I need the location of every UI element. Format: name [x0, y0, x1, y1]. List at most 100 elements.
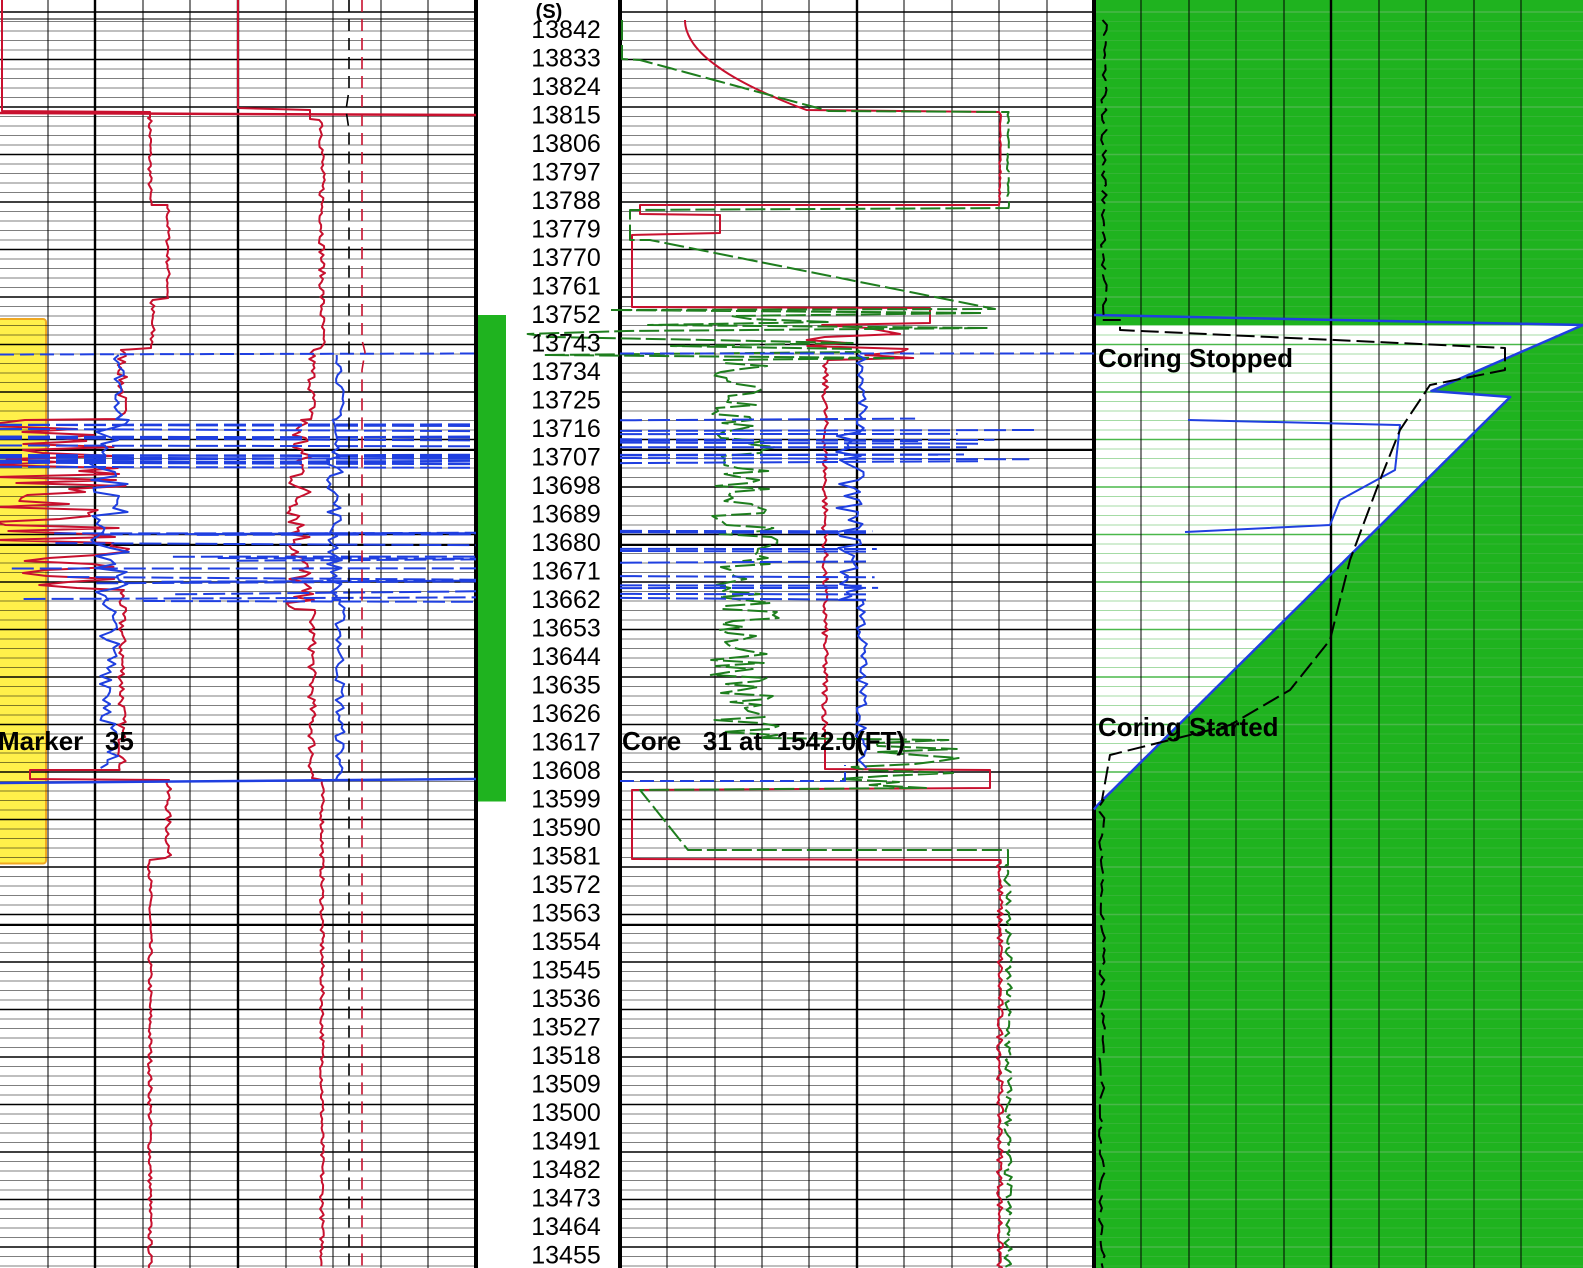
track2-blue-dash	[619, 550, 873, 553]
depth-tick-label: 13473	[531, 1185, 601, 1213]
track2-blue-dash	[619, 575, 875, 579]
track1-blue-dash	[0, 456, 477, 462]
depth-tick-label: 13779	[531, 216, 601, 244]
track1-blue-dash	[161, 579, 477, 583]
track1-red-curve	[0, 0, 172, 1268]
depth-tick-label: 13770	[531, 244, 601, 272]
depth-tick-label: 13563	[531, 900, 601, 928]
track2-blue-dash	[619, 438, 919, 443]
depth-tick-label: 13491	[531, 1128, 601, 1156]
depth-tick-label: 13815	[531, 102, 601, 130]
track1-blue-dash	[196, 533, 477, 536]
track2-blue-dash	[619, 531, 867, 534]
depth-tick-label: 13716	[531, 415, 601, 443]
track1-black-dash	[345, 0, 350, 1268]
track1-blue-dash	[0, 465, 477, 469]
marker-label: Marker 35	[0, 726, 134, 756]
depth-tick-label: 13761	[531, 273, 601, 301]
track1-blue-dash	[0, 435, 477, 440]
depth-tick-label: 13752	[531, 301, 601, 329]
depth-unit-label: (S)	[536, 1, 563, 23]
depth-tick-label: 13833	[531, 45, 601, 73]
depth-tick-label: 13608	[531, 757, 601, 785]
track2-blue-dash	[619, 457, 1030, 461]
depth-tick-label: 13509	[531, 1071, 601, 1099]
depth-tick-label: 13599	[531, 786, 601, 814]
depth-tick-label: 13527	[531, 1014, 601, 1042]
depth-tick-label: 13536	[531, 985, 601, 1013]
track1-blue-dash	[96, 580, 477, 585]
track2-blue-dash	[619, 429, 1039, 432]
depth-tick-label: 13824	[531, 73, 601, 101]
depth-tick-label: 13653	[531, 615, 601, 643]
depth-tick-label: 13707	[531, 444, 601, 472]
track1-blue-dash	[55, 542, 477, 547]
cored-interval-cutout	[1094, 325, 1583, 810]
track1-blue-dash	[0, 437, 477, 442]
track1-red-dash	[361, 0, 366, 1268]
depth-tick-label: 13590	[531, 814, 601, 842]
track1-blue-dash	[0, 461, 477, 466]
depth-tick-label: 13635	[531, 672, 601, 700]
track1-red-curve-2	[237, 0, 326, 1267]
track1-blue-dash	[175, 590, 477, 596]
coring-started-label: Coring Started	[1098, 712, 1279, 742]
track1-blue-dash	[0, 423, 477, 427]
depth-tick-label: 13626	[531, 700, 601, 728]
track2-red-curve	[631, 19, 1004, 1268]
track2-blue-dash	[619, 596, 871, 601]
annotations-layer: Marker 35 Core 31 at 1542.0(FT) Coring S…	[0, 343, 1293, 756]
depth-tick-label: 13743	[531, 330, 601, 358]
track1-blue-dash	[0, 427, 477, 433]
depth-tick-label: 13572	[531, 871, 601, 899]
track1-blue-dash	[217, 557, 477, 560]
track1-blue-dash	[100, 531, 477, 536]
track1-blue-dash	[23, 596, 477, 600]
depth-tick-label: 13455	[531, 1242, 601, 1268]
track2-blue-dash	[619, 560, 871, 564]
depth-tick-label: 13698	[531, 472, 601, 500]
track1-red-top	[0, 111, 477, 117]
depth-tick-label: 13671	[531, 558, 601, 586]
track1-blue-dash	[236, 558, 477, 562]
depth-tick-label: 13734	[531, 358, 601, 386]
track1-blue-bottom	[0, 777, 477, 785]
depth-tick-label: 13581	[531, 843, 601, 871]
track2-blue-dash	[619, 441, 979, 445]
track2-blue-dash	[619, 460, 981, 465]
depth-tick-label: 13806	[531, 130, 601, 158]
track3-blue-boundary	[1093, 313, 1583, 811]
track2-blue-dash	[619, 417, 916, 422]
track2-blue-bottom	[620, 765, 846, 782]
depth-tick-label: 13500	[531, 1099, 601, 1127]
track1-blue-dash	[0, 444, 477, 448]
depth-tick-label: 13680	[531, 529, 601, 557]
core-label: Core 31 at 1542.0(FT)	[622, 726, 905, 756]
core-interval-bar	[478, 315, 506, 802]
depth-tick-label: 13842	[531, 16, 601, 44]
track2-blue-dash	[619, 592, 869, 596]
coring-stopped-label: Coring Stopped	[1098, 343, 1293, 373]
track3-black-curve	[1098, 19, 1506, 1268]
depth-tick-label: 13482	[531, 1156, 601, 1184]
track1-blue-curve	[89, 354, 130, 769]
depth-axis: (S) 138421383313824138151380613797137881…	[531, 1, 601, 1268]
track3-blue-spike	[1184, 419, 1401, 533]
depth-tick-label: 13554	[531, 928, 601, 956]
depth-tick-label: 13617	[531, 729, 601, 757]
track1-blue-dash	[0, 454, 477, 458]
depth-tick-label: 13689	[531, 501, 601, 529]
depth-tick-label: 13644	[531, 643, 601, 671]
track1-blue-dash	[67, 576, 477, 581]
depth-tick-label: 13464	[531, 1213, 601, 1241]
track2-green-curve	[526, 20, 1013, 1268]
track1-blue-dash	[0, 459, 477, 464]
depth-tick-label: 13545	[531, 957, 601, 985]
depth-tick-label: 13518	[531, 1042, 601, 1070]
depth-tick-label: 13788	[531, 187, 601, 215]
depth-tick-label: 13797	[531, 159, 601, 187]
depth-tick-label: 13725	[531, 387, 601, 415]
